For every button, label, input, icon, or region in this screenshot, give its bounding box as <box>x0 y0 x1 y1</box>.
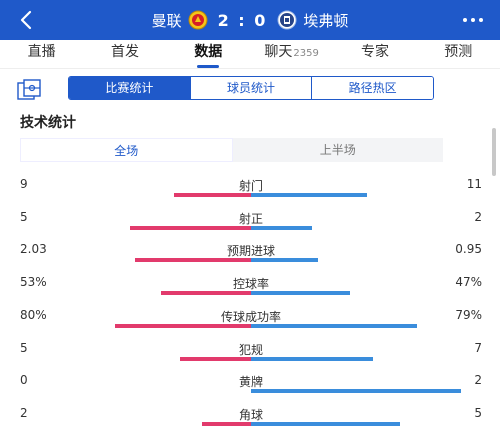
subtab-heatmap[interactable]: 路径热区 <box>311 77 433 99</box>
subtab-match-stats[interactable]: 比赛统计 <box>69 77 190 99</box>
stats-subnav: 比赛统计 球员统计 路径热区 <box>0 68 500 106</box>
home-stat-bar <box>115 323 251 328</box>
stat-label: 角球 <box>238 407 263 422</box>
away-stat-value: 0.95 <box>455 242 482 257</box>
home-stat-value: 2.03 <box>20 242 47 257</box>
tab-predictions[interactable]: 预测 <box>417 40 500 68</box>
tab-live[interactable]: 直播 <box>0 40 83 68</box>
match-header: 曼联 2 : 0 埃弗顿 <box>0 0 500 40</box>
period-toggle: 全场 上半场 <box>20 138 443 162</box>
scrollbar[interactable] <box>492 128 496 176</box>
away-stat-value: 5 <box>474 405 482 420</box>
home-team-crest-icon[interactable] <box>188 10 208 30</box>
tab-lineup[interactable]: 首发 <box>83 40 166 68</box>
away-stat-bar <box>251 421 400 426</box>
home-stat-value: 53% <box>20 275 47 290</box>
away-stat-value: 7 <box>474 340 482 355</box>
home-stat-bar <box>180 356 251 361</box>
away-stat-bar <box>251 323 417 328</box>
stat-label: 预期进球 <box>226 244 275 259</box>
stat-label: 黄牌 <box>238 375 263 390</box>
tab-label: 首发 <box>110 44 139 60</box>
back-arrow-icon[interactable] <box>14 6 40 34</box>
stat-label: 传球成功率 <box>220 309 281 324</box>
tab-label: 专家 <box>360 44 389 60</box>
stat-label: 控球率 <box>232 277 269 292</box>
tab-experts[interactable]: 专家 <box>333 40 416 68</box>
away-team-crest-icon[interactable] <box>277 10 297 30</box>
tab-label: 聊天 <box>264 44 293 60</box>
tab-label: 直播 <box>27 44 56 60</box>
home-stat-bar <box>130 225 251 230</box>
period-first-half[interactable]: 上半场 <box>319 143 356 157</box>
stat-row: 2.03 预期进球 0.95 <box>20 242 482 275</box>
away-stat-value: 11 <box>466 177 482 191</box>
tab-chat[interactable]: 聊天2359 <box>250 40 333 68</box>
stat-label: 射门 <box>238 179 263 193</box>
home-stat-value: 2 <box>20 405 28 420</box>
away-stat-bar <box>251 193 367 197</box>
scoreline: 曼联 2 : 0 埃弗顿 <box>0 0 500 40</box>
away-stat-bar <box>251 258 318 263</box>
stat-label: 射正 <box>238 211 263 226</box>
home-stat-bar <box>135 258 251 263</box>
away-stat-value: 2 <box>474 209 482 224</box>
match-score: 2 : 0 <box>217 10 268 30</box>
stat-row: 0 黄牌 2 <box>20 373 482 406</box>
subtab-player-stats[interactable]: 球员统计 <box>189 77 312 99</box>
stat-row: 80% 传球成功率 79% <box>20 308 482 341</box>
home-stat-value: 5 <box>20 340 28 355</box>
home-stat-value: 0 <box>20 373 28 388</box>
home-stat-bar <box>161 291 251 296</box>
stat-row: 2 角球 5 <box>20 406 482 439</box>
tab-label: 数据 <box>194 44 223 60</box>
stat-row: 9 射门 11 <box>20 177 482 210</box>
away-stat-bar <box>251 225 312 230</box>
away-stat-bar <box>251 389 461 394</box>
tab-stats[interactable]: 数据 <box>167 40 250 68</box>
away-stat-value: 79% <box>455 307 482 322</box>
home-stat-bar <box>202 421 251 426</box>
stat-row: 5 射正 2 <box>20 210 482 243</box>
main-tabs: 直播 首发 数据 聊天2359 专家 预测 <box>0 40 500 68</box>
chat-count: 2359 <box>293 48 319 59</box>
stat-label: 犯规 <box>238 342 263 357</box>
stat-row: 53% 控球率 47% <box>20 275 482 308</box>
away-stat-value: 47% <box>455 275 482 290</box>
more-dots-icon[interactable] <box>460 12 486 28</box>
away-stat-bar <box>251 291 350 296</box>
home-team-name[interactable]: 曼联 <box>151 11 182 30</box>
active-tab-indicator <box>197 65 220 68</box>
period-full-match[interactable]: 全场 <box>20 138 233 162</box>
home-stat-value: 80% <box>20 307 47 322</box>
pitch-layout-icon[interactable] <box>16 79 42 101</box>
away-stat-bar <box>251 356 373 361</box>
away-team-name[interactable]: 埃弗顿 <box>303 11 349 30</box>
tab-label: 预测 <box>444 44 473 60</box>
away-stat-value: 2 <box>474 373 482 388</box>
home-stat-bar <box>174 193 251 197</box>
section-title: 技术统计 <box>20 115 76 131</box>
stat-row: 5 犯规 7 <box>20 341 482 374</box>
home-stat-value: 9 <box>20 177 28 191</box>
home-stat-value: 5 <box>20 209 28 224</box>
stats-category-switch: 比赛统计 球员统计 路径热区 <box>68 76 434 100</box>
